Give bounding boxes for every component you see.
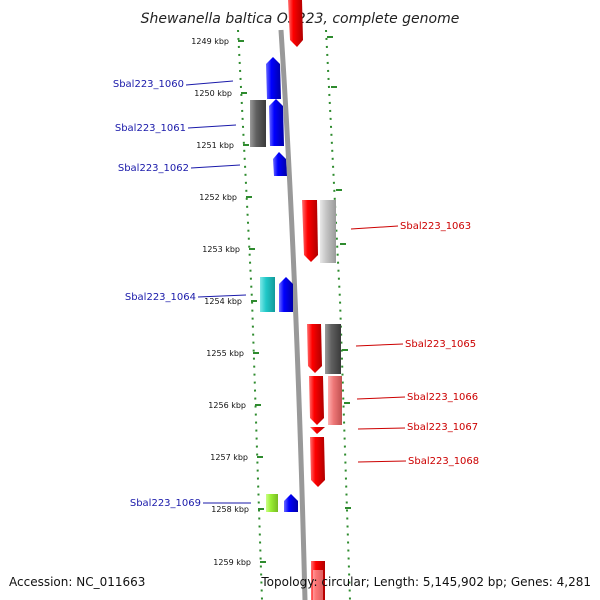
- forward-strand-genes: [288, 0, 342, 600]
- gene-arrow-sbal223-1064[interactable]: [279, 277, 293, 312]
- tick-label: 1251 kbp: [196, 141, 234, 150]
- gene-label-sbal223-1069[interactable]: Sbal223_1069: [130, 498, 201, 509]
- gene-block-lime[interactable]: [266, 494, 278, 512]
- gene-arrow-sbal223-1065[interactable]: [307, 324, 322, 373]
- gene-label-sbal223-1064[interactable]: Sbal223_1064: [125, 292, 196, 303]
- gene-arrow-sbal223-1066[interactable]: [309, 376, 324, 425]
- gene-block-bottom-pale[interactable]: [313, 570, 323, 600]
- left-gene-labels: Sbal223_1060 Sbal223_1061 Sbal223_1062 S…: [113, 79, 251, 509]
- tick-label: 1254 kbp: [204, 297, 242, 306]
- tick-label: 1250 kbp: [194, 89, 232, 98]
- gene-label-sbal223-1068[interactable]: Sbal223_1068: [408, 456, 479, 467]
- gene-block-dark-right[interactable]: [325, 324, 341, 374]
- tick-label: 1258 kbp: [211, 505, 249, 514]
- right-gene-labels: Sbal223_1063 Sbal223_1065 Sbal223_1066 S…: [350, 221, 479, 467]
- gene-label-sbal223-1061[interactable]: Sbal223_1061: [115, 123, 186, 134]
- gene-label-sbal223-1065[interactable]: Sbal223_1065: [405, 339, 476, 350]
- tick-label: 1253 kbp: [202, 245, 240, 254]
- gene-label-sbal223-1060[interactable]: Sbal223_1060: [113, 79, 184, 90]
- gene-block-light[interactable]: [320, 200, 336, 263]
- gene-label-sbal223-1067[interactable]: Sbal223_1067: [407, 422, 478, 433]
- reverse-strand-genes: [250, 57, 298, 512]
- gene-arrow-top[interactable]: [288, 0, 303, 47]
- gene-arrow-sbal223-1062[interactable]: [273, 152, 287, 176]
- gene-arrow-sbal223-1060[interactable]: [266, 57, 281, 99]
- gene-block-cyan[interactable]: [260, 277, 275, 312]
- right-ruler-dashes: [327, 36, 351, 509]
- tick-label: 1257 kbp: [210, 453, 248, 462]
- gene-arrow-sbal223-1069[interactable]: [284, 494, 298, 512]
- gene-block-dark[interactable]: [250, 100, 266, 147]
- genome-backbone: [278, 29, 308, 600]
- tick-label: 1255 kbp: [206, 349, 244, 358]
- gene-arrow-sbal223-1063[interactable]: [302, 200, 318, 262]
- gene-label-sbal223-1063[interactable]: Sbal223_1063: [400, 221, 471, 232]
- gene-arrow-sbal223-1067[interactable]: [310, 427, 325, 434]
- kbp-ticks: 1249 kbp 1250 kbp 1251 kbp 1252 kbp 1253…: [191, 37, 266, 567]
- tick-label: 1249 kbp: [191, 37, 229, 46]
- tick-label: 1256 kbp: [208, 401, 246, 410]
- gene-arrow-sbal223-1061[interactable]: [269, 99, 284, 146]
- genome-summary-text: Topology: circular; Length: 5,145,902 bp…: [260, 575, 591, 589]
- tick-label: 1252 kbp: [199, 193, 237, 202]
- tick-label: 1259 kbp: [213, 558, 251, 567]
- gene-label-sbal223-1062[interactable]: Sbal223_1062: [118, 163, 189, 174]
- gene-arrow-sbal223-1068[interactable]: [310, 437, 325, 487]
- gene-label-sbal223-1066[interactable]: Sbal223_1066: [407, 392, 478, 403]
- accession-text: Accession: NC_011663: [9, 575, 145, 589]
- gene-block-pink[interactable]: [328, 376, 342, 425]
